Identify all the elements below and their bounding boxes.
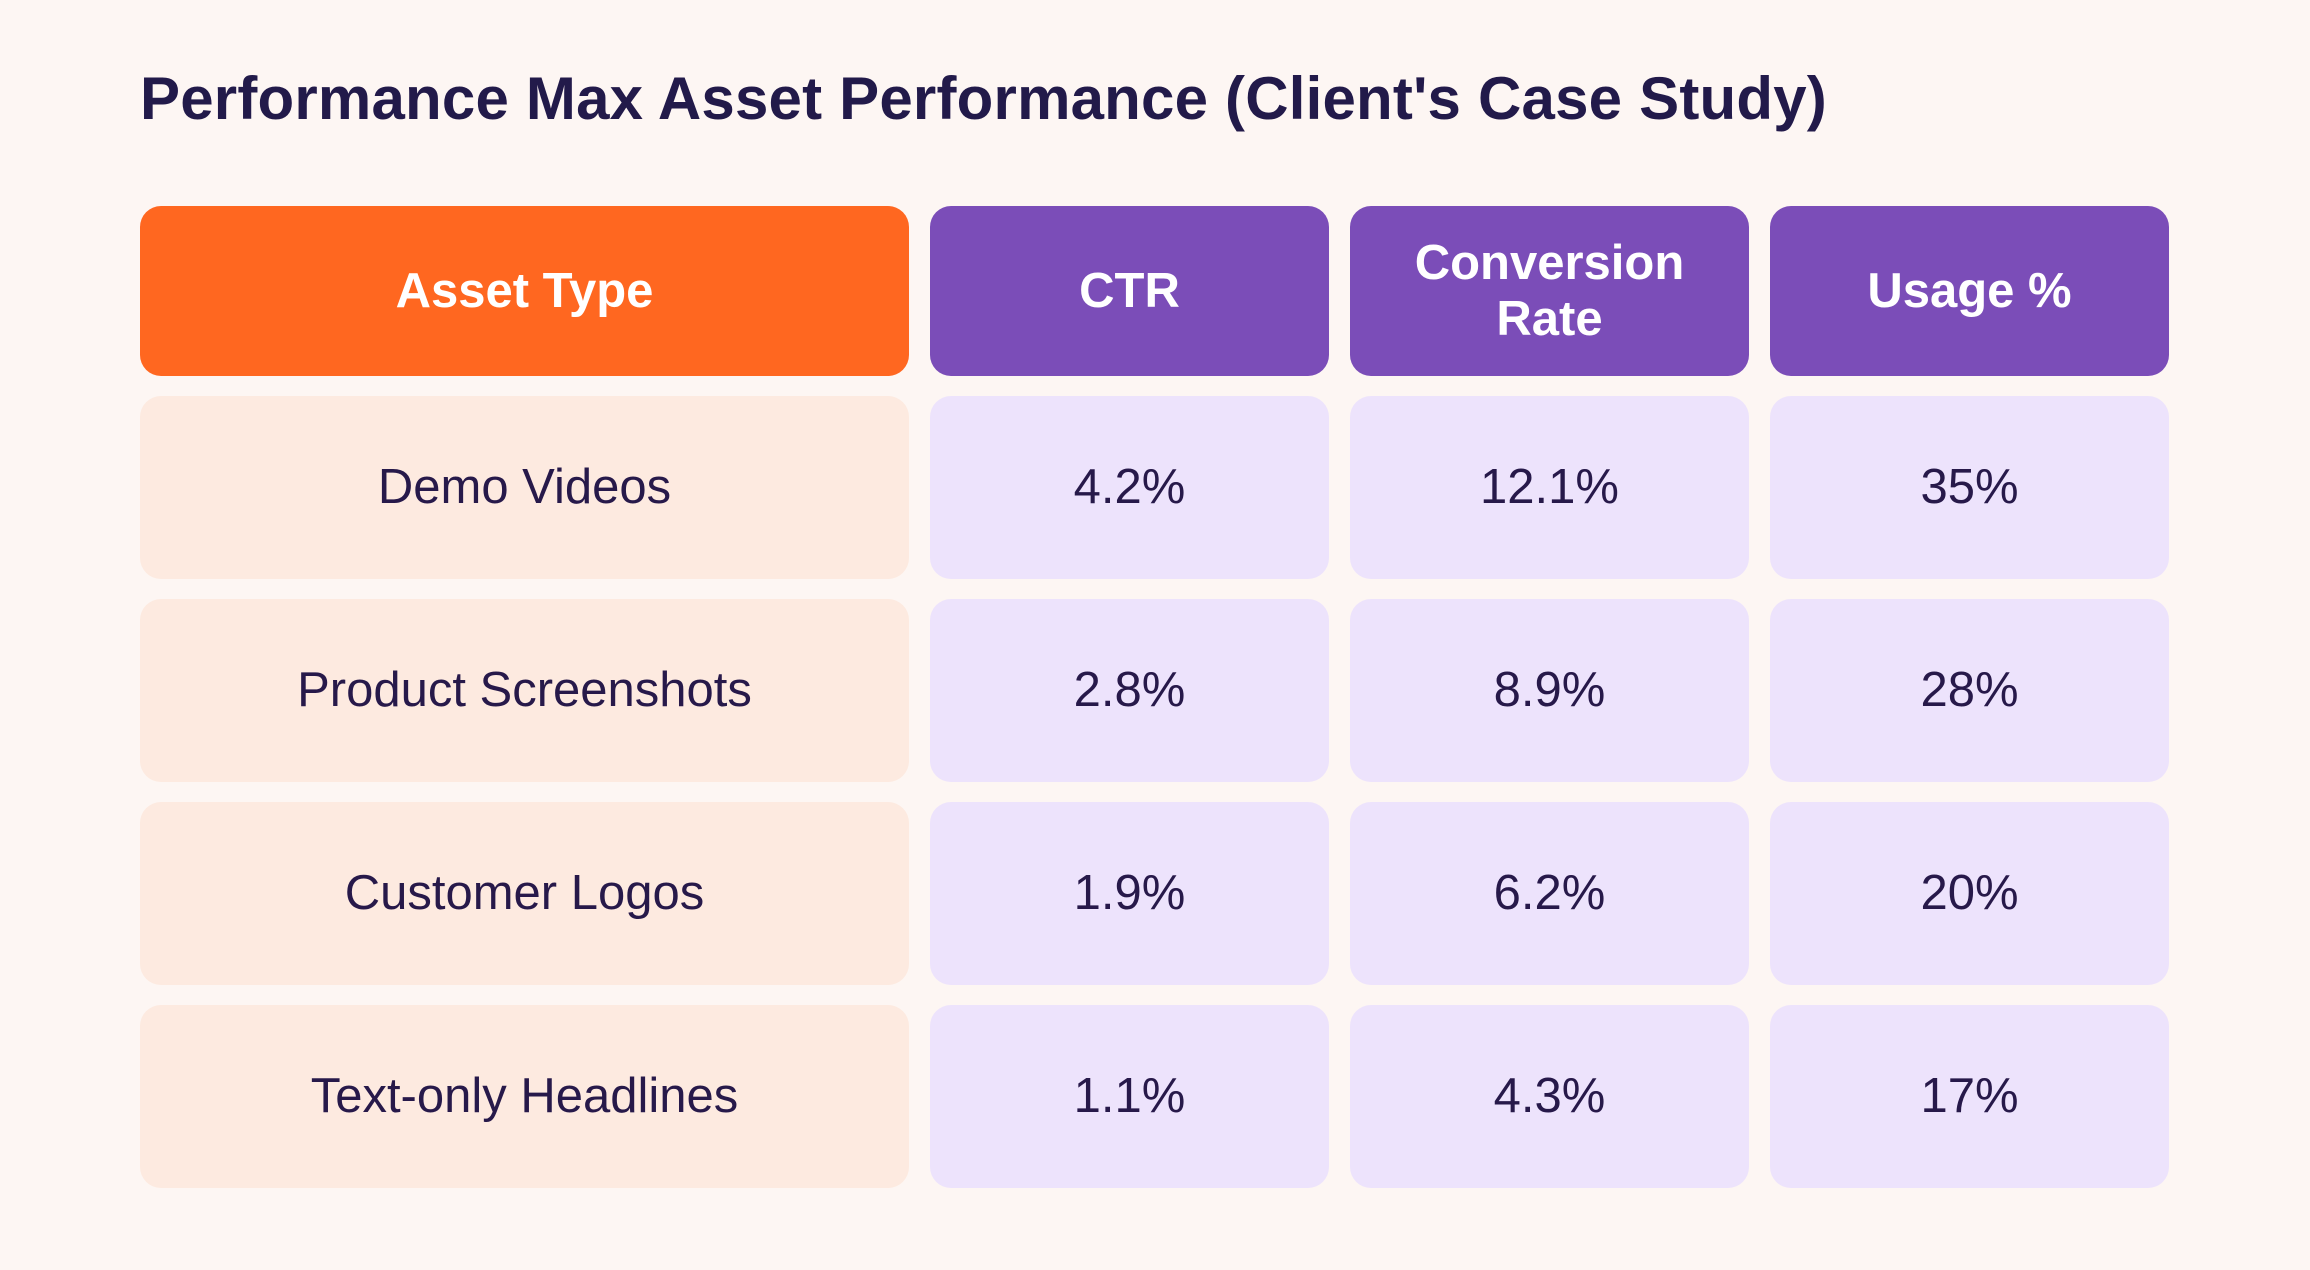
header-asset-type: Asset Type [140,206,909,376]
row-label-demo-videos: Demo Videos [140,396,909,579]
cell-usage: 17% [1770,1005,2169,1188]
cell-conversion-rate: 8.9% [1350,599,1749,782]
header-conversion-rate: Conversion Rate [1350,206,1749,376]
cell-usage: 20% [1770,802,2169,985]
header-usage: Usage % [1770,206,2169,376]
cell-usage: 28% [1770,599,2169,782]
row-label-product-screenshots: Product Screenshots [140,599,909,782]
asset-performance-table: Asset Type CTR Conversion Rate Usage % D… [140,206,2169,1188]
cell-ctr: 1.9% [930,802,1329,985]
cell-ctr: 1.1% [930,1005,1329,1188]
cell-conversion-rate: 6.2% [1350,802,1749,985]
header-ctr: CTR [930,206,1329,376]
cell-conversion-rate: 12.1% [1350,396,1749,579]
cell-usage: 35% [1770,396,2169,579]
cell-conversion-rate: 4.3% [1350,1005,1749,1188]
cell-ctr: 4.2% [930,396,1329,579]
cell-ctr: 2.8% [930,599,1329,782]
chart-title: Performance Max Asset Performance (Clien… [140,64,1827,133]
row-label-customer-logos: Customer Logos [140,802,909,985]
row-label-text-only-headlines: Text-only Headlines [140,1005,909,1188]
